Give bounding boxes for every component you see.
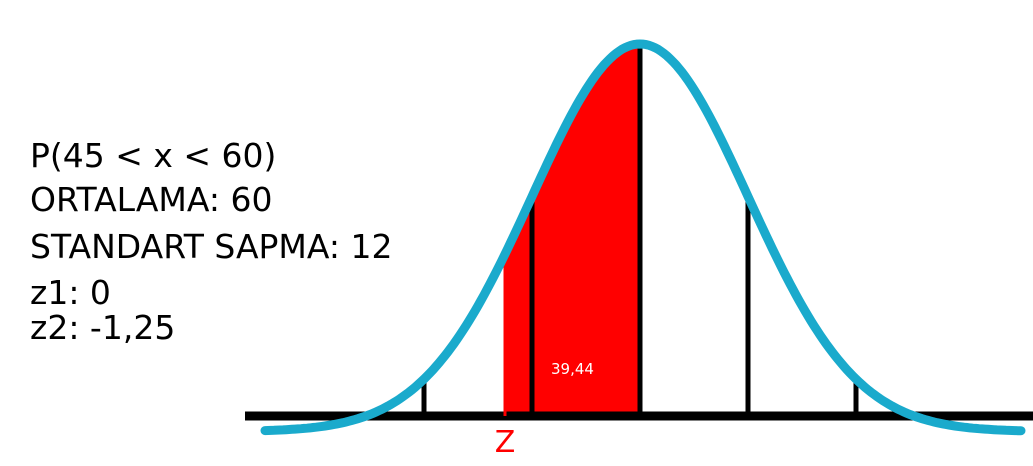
z2-text: z2: -1,25	[30, 308, 176, 347]
z-marker-label: Z	[495, 425, 516, 460]
area-percentage-label: 39,44	[551, 360, 594, 378]
std-dev-text: STANDART SAPMA: 12	[30, 227, 393, 266]
probability-expression: P(45 < x < 60)	[30, 136, 277, 175]
normal-curve	[260, 39, 1026, 436]
z1-text: z1: 0	[30, 273, 111, 312]
shaded-probability-area	[505, 44, 640, 416]
mean-text: ORTALAMA: 60	[30, 180, 273, 219]
